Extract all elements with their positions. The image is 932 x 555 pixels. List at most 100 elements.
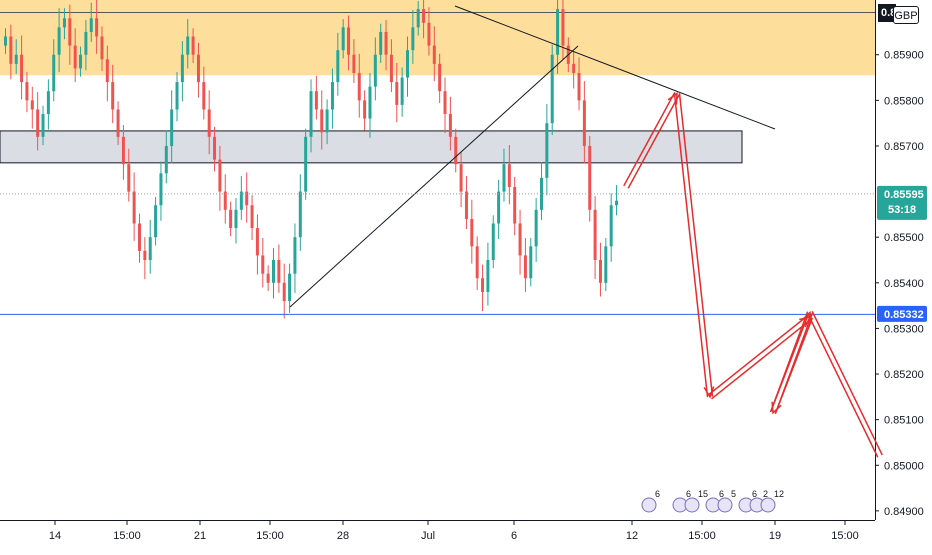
- candle: [336, 32, 340, 96]
- candle: [561, 0, 565, 60]
- candle: [293, 223, 297, 293]
- candle: [411, 10, 415, 64]
- candle: [105, 45, 109, 102]
- candle: [481, 264, 485, 312]
- projection-leg: [627, 94, 680, 189]
- candle: [9, 24, 13, 80]
- candle: [36, 92, 40, 151]
- candle: [572, 52, 576, 89]
- candle: [62, 8, 66, 40]
- event-mark-label: 15: [698, 489, 708, 499]
- candle: [534, 197, 538, 262]
- candle: [486, 242, 490, 306]
- price-tick-label: 0.85700: [884, 141, 924, 153]
- price-tick-label: 0.85500: [884, 232, 924, 244]
- current-price-tag: 0.85595 53:18: [877, 185, 927, 220]
- candle: [379, 23, 383, 63]
- price-axis: 0.85900 0.85800 0.85700 0.85500 0.85400 0.853…: [875, 50, 924, 518]
- candle: [577, 57, 581, 111]
- candle: [175, 72, 179, 122]
- candle: [25, 72, 29, 113]
- candle: [309, 79, 313, 153]
- time-axis: 14 15:00 21 15:00 28 Jul 6 12 15:00 19 15:00: [49, 520, 859, 542]
- candle: [389, 39, 393, 93]
- candle: [79, 46, 83, 77]
- candle: [95, 0, 99, 54]
- trendline-falling: [454, 5, 776, 130]
- candle: [266, 265, 270, 292]
- candle: [14, 39, 18, 74]
- candle: [229, 201, 233, 237]
- candle: [357, 53, 361, 118]
- candle: [4, 28, 7, 54]
- candle: [443, 77, 447, 134]
- event-mark-label: 2: [763, 489, 768, 499]
- candle: [545, 104, 549, 196]
- event-mark[interactable]: 12: [760, 489, 784, 513]
- candle: [148, 219, 152, 274]
- candle: [347, 15, 351, 71]
- countdown-value: 53:18: [888, 204, 916, 216]
- projection-leg: [623, 91, 676, 187]
- projection-leg: [707, 314, 809, 396]
- candle: [272, 248, 275, 299]
- candle: [518, 209, 522, 275]
- event-mark[interactable]: 6: [641, 489, 660, 513]
- top-price-tag: 0.86: [878, 4, 896, 22]
- candle: [325, 99, 329, 145]
- candle: [470, 199, 474, 264]
- event-mark[interactable]: 15: [684, 489, 708, 513]
- resistance-zone: [0, 0, 875, 76]
- candle: [143, 237, 147, 280]
- candle: [218, 145, 222, 211]
- price-tick-label: 0.85300: [884, 323, 924, 335]
- time-tick-label: 21: [194, 530, 206, 542]
- price-tick-label: 0.85400: [884, 278, 924, 290]
- candle: [202, 66, 206, 120]
- candle: [459, 152, 463, 208]
- gray-zone: [0, 130, 743, 164]
- candle: [46, 79, 50, 130]
- candle: [288, 263, 292, 313]
- candle: [598, 242, 602, 297]
- candle: [154, 197, 158, 246]
- candle: [52, 39, 56, 102]
- price-tick-label: 0.85000: [884, 460, 924, 472]
- time-tick-label: 15:00: [831, 530, 859, 542]
- candle: [320, 90, 324, 150]
- candle: [593, 196, 597, 280]
- projection-leg: [678, 93, 714, 397]
- event-mark-label: 6: [719, 489, 724, 499]
- candle: [491, 215, 495, 269]
- candle: [540, 162, 543, 220]
- projection-arrows: [623, 91, 883, 458]
- candle: [20, 35, 24, 100]
- candle: [384, 20, 388, 71]
- projection-arrowhead: [667, 91, 678, 105]
- candle: [116, 101, 120, 146]
- candle: [582, 81, 586, 164]
- currency-badge[interactable]: GBP: [893, 6, 919, 24]
- candle: [363, 90, 367, 131]
- event-mark-label: 5: [731, 489, 736, 499]
- price-tick-label: 0.85200: [884, 369, 924, 381]
- candle: [30, 86, 34, 129]
- candle: [261, 238, 265, 288]
- candle: [464, 176, 468, 229]
- level-price-tag: 0.85332: [877, 305, 927, 322]
- event-mark[interactable]: 5: [717, 489, 736, 513]
- candle: [400, 67, 404, 117]
- candle: [191, 28, 195, 63]
- candle: [68, 4, 72, 65]
- candle: [609, 193, 613, 262]
- candle: [213, 126, 217, 172]
- projection-leg: [811, 311, 883, 456]
- candle: [438, 53, 442, 104]
- event-mark-label: 6: [655, 489, 660, 499]
- candle: [373, 37, 377, 101]
- candle: [314, 75, 318, 120]
- candle: [277, 244, 281, 293]
- candle: [550, 44, 554, 136]
